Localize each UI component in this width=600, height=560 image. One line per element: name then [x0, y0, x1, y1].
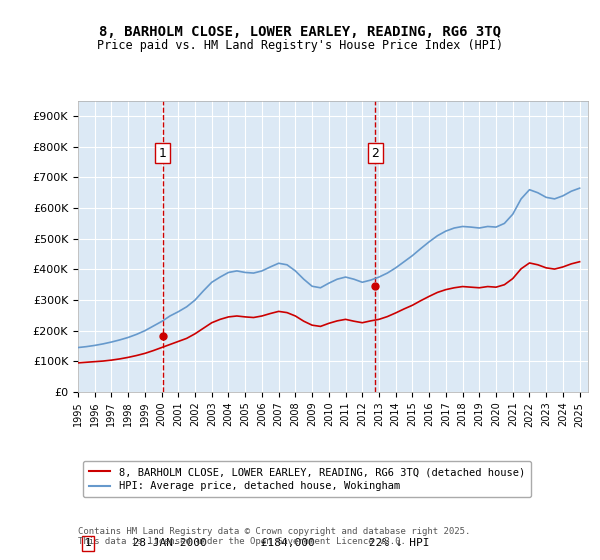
- Text: Price paid vs. HM Land Registry's House Price Index (HPI): Price paid vs. HM Land Registry's House …: [97, 39, 503, 52]
- Text: 8, BARHOLM CLOSE, LOWER EARLEY, READING, RG6 3TQ: 8, BARHOLM CLOSE, LOWER EARLEY, READING,…: [99, 25, 501, 39]
- Legend: 8, BARHOLM CLOSE, LOWER EARLEY, READING, RG6 3TQ (detached house), HPI: Average : 8, BARHOLM CLOSE, LOWER EARLEY, READING,…: [83, 461, 531, 497]
- Text: 28-JAN-2000        £184,000        22% ↓ HPI: 28-JAN-2000 £184,000 22% ↓ HPI: [119, 538, 430, 548]
- Text: Contains HM Land Registry data © Crown copyright and database right 2025.
This d: Contains HM Land Registry data © Crown c…: [78, 526, 470, 546]
- Text: 1: 1: [85, 538, 92, 548]
- Text: 1: 1: [159, 147, 167, 160]
- Text: 2: 2: [371, 147, 379, 160]
